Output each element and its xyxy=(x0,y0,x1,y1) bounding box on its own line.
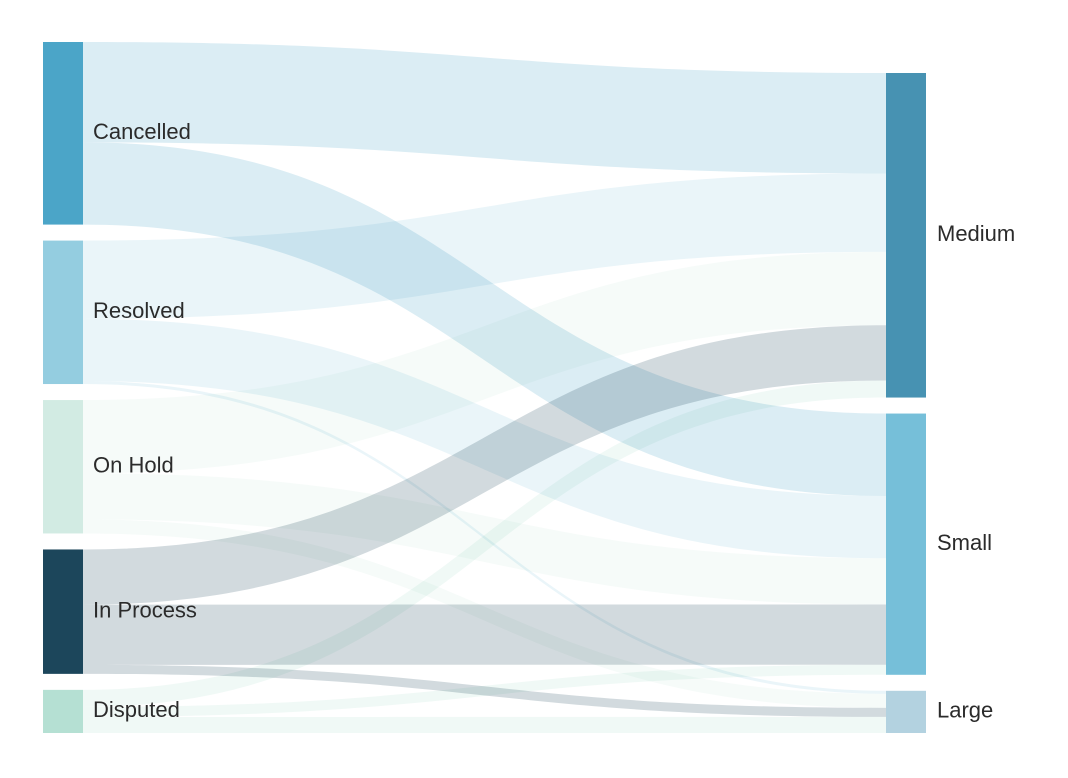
source-node-cancelled xyxy=(43,42,83,225)
source-label-disputed: Disputed xyxy=(93,697,180,722)
target-label-small: Small xyxy=(937,530,992,555)
link-disputed-to-large xyxy=(83,716,886,733)
source-label-resolved: Resolved xyxy=(93,298,185,323)
target-node-large xyxy=(886,690,926,733)
link-resolved-to-medium xyxy=(83,173,886,319)
link-in-process-to-medium xyxy=(83,325,886,605)
target-node-small xyxy=(886,413,926,675)
labels-layer: Cancelled Resolved On Hold In Process Disput… xyxy=(93,119,1015,723)
target-node-medium xyxy=(886,73,926,398)
source-node-in-process xyxy=(43,549,83,674)
source-node-on-hold xyxy=(43,400,83,534)
link-cancelled-to-medium xyxy=(83,42,886,174)
target-label-large: Large xyxy=(937,698,993,723)
source-label-in-process: In Process xyxy=(93,597,197,622)
source-label-cancelled: Cancelled xyxy=(93,119,191,144)
target-label-medium: Medium xyxy=(937,221,1015,246)
source-label-on-hold: On Hold xyxy=(93,453,174,478)
source-node-disputed xyxy=(43,689,83,733)
link-disputed-to-small xyxy=(83,664,886,717)
nodes-layer xyxy=(43,42,926,733)
link-in-process-to-small xyxy=(83,604,886,665)
links-layer xyxy=(83,42,886,733)
link-disputed-to-medium xyxy=(83,380,886,707)
link-on-hold-to-medium xyxy=(83,251,886,474)
source-node-resolved xyxy=(43,240,83,385)
link-cancelled-to-small xyxy=(83,142,886,496)
